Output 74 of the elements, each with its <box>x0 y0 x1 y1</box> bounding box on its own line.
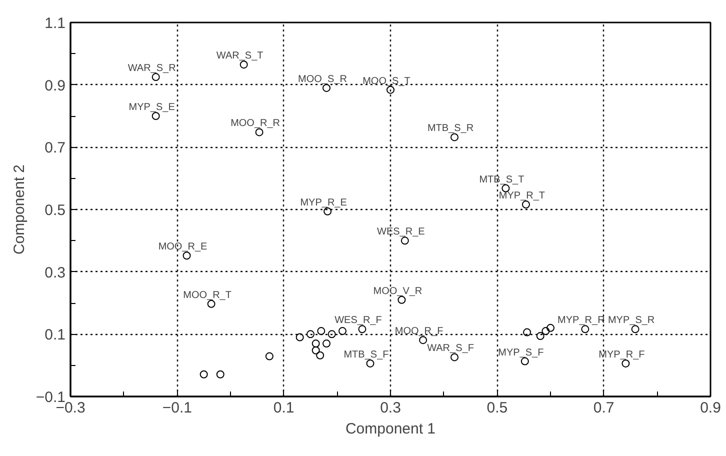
annotation: MOO_R_F <box>394 326 444 338</box>
point <box>296 333 304 342</box>
annotation: MOO_V_R <box>373 286 422 297</box>
annotation: MOO_R_T <box>183 290 232 301</box>
x-axis-title: Component 1 <box>345 420 436 438</box>
point <box>322 340 330 348</box>
y-tick-label: 0.9 <box>44 77 66 94</box>
point <box>265 352 274 360</box>
annotation: MYP_R_F <box>598 349 645 360</box>
annotation: WAR_S_T <box>216 50 264 62</box>
point <box>255 128 264 136</box>
annotation: MYP_S_E <box>128 102 176 113</box>
point <box>523 328 532 336</box>
point <box>358 325 366 334</box>
y-tick-label: 0.5 <box>44 202 66 219</box>
point <box>182 252 191 260</box>
point <box>152 112 160 120</box>
point <box>622 359 630 368</box>
annotation: WES_R_E <box>377 226 426 238</box>
x-tick-label: 0.1 <box>273 400 294 416</box>
point <box>400 236 409 245</box>
point <box>366 359 374 368</box>
point <box>152 73 160 82</box>
point <box>207 300 216 308</box>
point <box>216 370 224 378</box>
y-tick-label: 0.3 <box>44 264 66 282</box>
point <box>450 353 458 362</box>
point <box>312 346 320 354</box>
annotation: MTB_S_T <box>479 174 524 186</box>
x-tick-label: −0.1 <box>162 400 192 416</box>
x-tick-label: 0.7 <box>593 400 614 416</box>
point <box>386 86 394 94</box>
annotation: MYP_R_T <box>498 190 546 202</box>
point <box>536 332 544 340</box>
point <box>324 207 332 216</box>
point <box>328 330 336 338</box>
point <box>240 60 248 69</box>
point <box>546 324 554 332</box>
point <box>312 340 320 348</box>
annotation: MYP_S_R <box>608 315 655 326</box>
annotation: WAR_S_F <box>427 343 474 354</box>
x-tick-label: 0.5 <box>486 400 508 416</box>
y-tick-label: 0.1 <box>44 326 66 344</box>
annotation: MYP_R_R <box>558 315 605 326</box>
annotation: WAR_S_R <box>128 63 176 74</box>
point <box>631 325 640 334</box>
y-tick-label: 0.7 <box>44 140 66 157</box>
point <box>317 327 326 336</box>
point <box>398 296 406 304</box>
point <box>581 325 590 334</box>
annotation: MYP_S_F <box>498 347 544 358</box>
y-tick-label: 1.1 <box>44 15 66 32</box>
point <box>200 370 208 378</box>
annotation: MOO_R_E <box>158 242 208 253</box>
annotation: WES_R_F <box>334 315 382 326</box>
annotation: MOO_R_R <box>230 118 280 130</box>
point <box>419 336 428 344</box>
annotation: MOO_S_R <box>298 74 347 85</box>
point <box>450 133 458 142</box>
y-tick-label: −0.1 <box>36 389 66 406</box>
annotation: MOO_S_T <box>362 76 410 87</box>
annotation: MYP_R_E <box>300 197 348 208</box>
annotation: MTB_S_R <box>427 123 474 134</box>
point <box>522 200 530 209</box>
point <box>520 357 529 366</box>
x-tick-label: 0.3 <box>380 400 401 416</box>
annotation: MTB_S_F <box>344 349 389 360</box>
point <box>322 84 330 92</box>
x-tick-label: 0.9 <box>700 400 721 416</box>
y-axis-title: Component 2 <box>10 164 28 255</box>
point <box>338 327 346 336</box>
point <box>542 327 550 336</box>
point <box>316 351 324 360</box>
point <box>306 330 314 338</box>
